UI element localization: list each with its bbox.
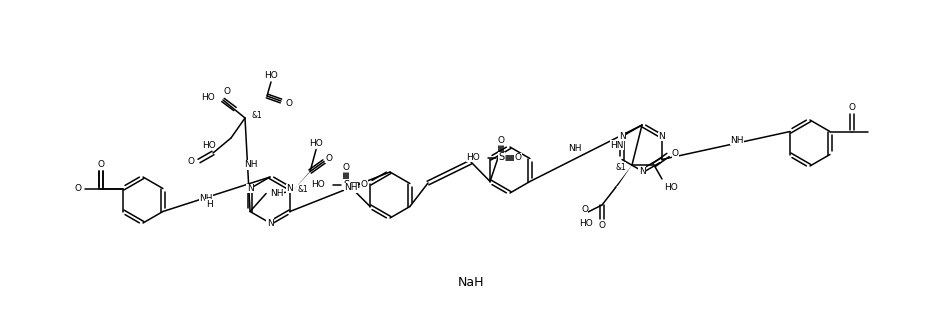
Text: O: O: [97, 161, 105, 170]
Text: N: N: [247, 184, 254, 193]
Text: HO: HO: [664, 182, 678, 192]
Text: N: N: [638, 167, 645, 176]
Text: NH: NH: [270, 189, 284, 198]
Text: NaH: NaH: [457, 275, 485, 289]
Text: O: O: [515, 153, 521, 162]
Text: NH: NH: [199, 194, 212, 203]
Text: O: O: [360, 180, 368, 189]
Text: H: H: [206, 200, 212, 209]
Text: HO: HO: [579, 218, 593, 228]
Text: NH: NH: [730, 136, 743, 145]
Text: HO: HO: [201, 93, 215, 101]
Text: O: O: [672, 148, 679, 157]
Text: N: N: [619, 132, 625, 141]
Text: S: S: [498, 152, 505, 162]
Text: HO: HO: [311, 180, 325, 189]
Text: O: O: [498, 136, 505, 145]
Text: O: O: [74, 184, 81, 193]
Text: NH: NH: [244, 160, 257, 169]
Text: O: O: [286, 99, 293, 107]
Text: O: O: [342, 163, 350, 172]
Text: HO: HO: [202, 141, 216, 150]
Text: N: N: [287, 184, 293, 193]
Text: O: O: [97, 160, 105, 169]
Text: &1: &1: [251, 111, 262, 121]
Text: O: O: [325, 154, 333, 163]
Polygon shape: [245, 94, 269, 118]
Text: N: N: [267, 218, 273, 228]
Text: &1: &1: [297, 185, 307, 194]
Text: HN: HN: [610, 141, 624, 150]
Text: S: S: [343, 179, 349, 189]
Text: NH: NH: [344, 183, 357, 192]
Text: &1: &1: [615, 162, 626, 172]
Text: O: O: [599, 220, 605, 229]
Polygon shape: [614, 165, 632, 188]
Polygon shape: [292, 170, 312, 192]
Text: O: O: [223, 88, 230, 96]
Text: NH: NH: [569, 144, 582, 153]
Text: HO: HO: [467, 153, 480, 162]
Text: HO: HO: [309, 139, 323, 148]
Text: O: O: [581, 206, 588, 214]
Text: O: O: [849, 103, 855, 112]
Text: N: N: [658, 132, 666, 141]
Text: O: O: [188, 156, 195, 166]
Text: HO: HO: [264, 71, 278, 80]
